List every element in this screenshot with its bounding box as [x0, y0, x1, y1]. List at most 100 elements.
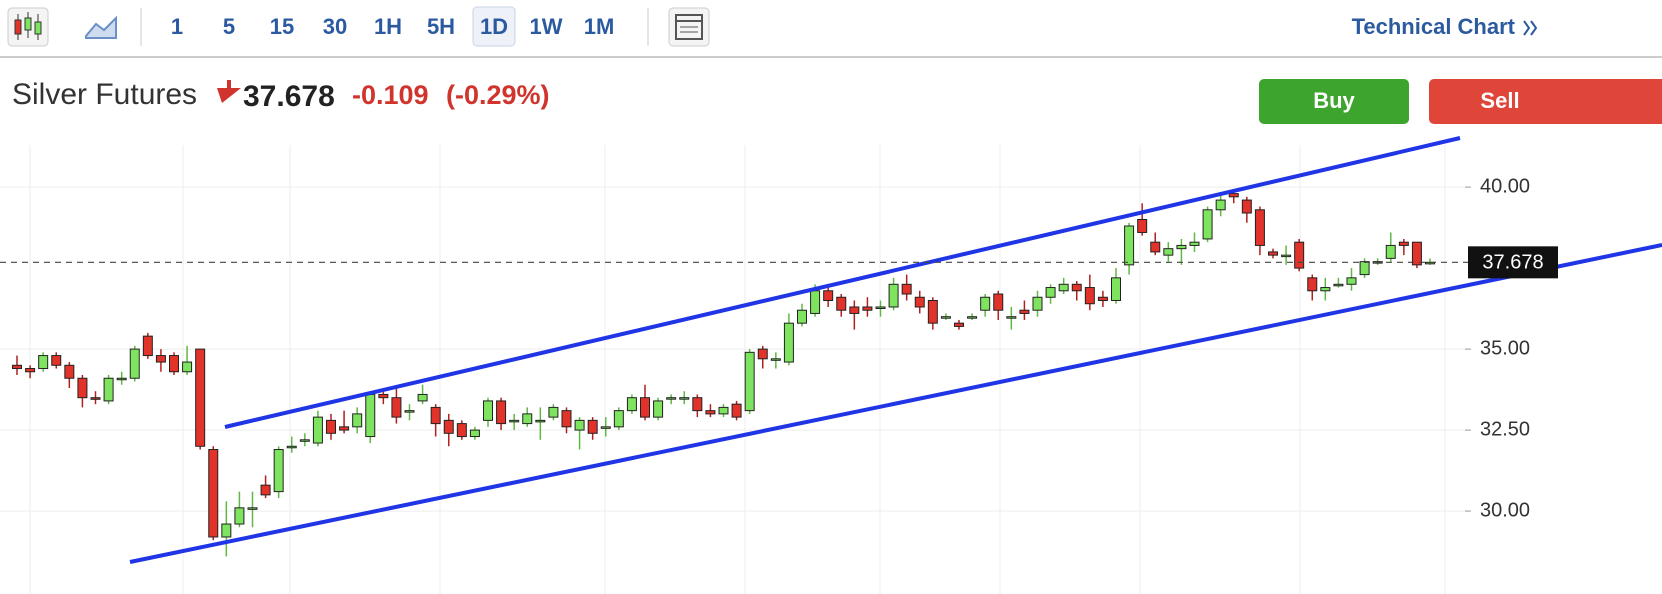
candle-body	[692, 397, 703, 412]
candle-body	[103, 377, 114, 402]
candle-icon[interactable]	[7, 7, 49, 47]
candle-body	[980, 296, 991, 311]
candle-body	[260, 484, 271, 496]
candle-body	[666, 397, 677, 400]
candle-body	[823, 290, 834, 301]
y-tick-label: 40.00	[1480, 175, 1530, 197]
candle-body	[535, 419, 546, 423]
candle-body	[1411, 241, 1422, 266]
candle-body	[1385, 244, 1396, 259]
candle-body	[25, 368, 36, 373]
interval-button[interactable]: 1M	[584, 14, 615, 39]
candle-body	[483, 400, 493, 421]
candle-body	[352, 413, 363, 428]
candle-body	[718, 406, 729, 415]
candle-body	[299, 439, 310, 442]
candle-body	[64, 364, 75, 379]
technical-chart-link[interactable]: Technical Chart	[1352, 14, 1516, 39]
interval-button[interactable]: 1	[171, 14, 183, 39]
candle-body	[1359, 261, 1370, 276]
candle-body	[1202, 209, 1213, 240]
candle-body	[1097, 296, 1108, 301]
interval-button[interactable]: 15	[270, 14, 294, 39]
candle-body	[182, 361, 193, 373]
candle-body	[208, 449, 219, 538]
candle-body	[587, 419, 598, 434]
candle-body	[875, 306, 886, 309]
channel-upper	[224, 136, 1461, 429]
buy-button[interactable]: Buy	[1259, 79, 1409, 124]
interval-button[interactable]: 1W	[530, 14, 563, 39]
candle-body	[561, 410, 572, 428]
candle-body	[600, 426, 611, 429]
candle-body	[247, 507, 258, 510]
plot: 30.00 32.50 35.00 40.00 37.678	[0, 136, 1662, 594]
candle-body	[1163, 248, 1174, 256]
candle-body	[1333, 283, 1344, 287]
candle-body	[169, 355, 179, 373]
sell-button[interactable]: Sell	[1429, 79, 1662, 124]
candle-body	[679, 397, 690, 400]
sell-label: Sell	[1480, 88, 1519, 113]
candle-body	[810, 290, 821, 314]
candle-body	[640, 397, 650, 418]
candle-body	[940, 316, 951, 319]
y-tick-label: 32.50	[1480, 418, 1530, 440]
candle-body	[1137, 219, 1148, 233]
candle-body	[954, 322, 964, 327]
candle-body	[273, 449, 284, 493]
candle-body	[443, 419, 454, 434]
candle-body	[1058, 283, 1069, 292]
candle-body	[221, 523, 232, 538]
candle-body	[862, 306, 873, 311]
candle-body	[378, 393, 389, 399]
candle-body	[1176, 244, 1187, 250]
candle-body	[731, 403, 742, 418]
area-icon[interactable]	[85, 15, 117, 39]
interval-button[interactable]: 1H	[374, 14, 402, 39]
candle-body	[417, 393, 428, 402]
candle-body	[12, 364, 22, 370]
candle-body	[365, 393, 376, 438]
candle-body	[77, 377, 88, 399]
candle-body	[1254, 209, 1265, 246]
candle-body	[496, 400, 507, 425]
candle-body	[901, 283, 912, 295]
instrument-name: Silver Futures	[12, 78, 197, 111]
candle-body	[312, 416, 323, 444]
candle-body	[90, 397, 101, 400]
candle-body	[430, 406, 441, 425]
interval-button[interactable]: 5	[223, 14, 235, 39]
interval-button[interactable]: 1D	[480, 14, 508, 39]
candle-body	[522, 413, 533, 425]
candle-body	[927, 299, 938, 324]
candle-body	[195, 348, 206, 447]
candle-body	[1071, 283, 1082, 292]
last-price-label: 37.678	[1482, 252, 1543, 274]
candle-body	[38, 355, 49, 370]
candle-body	[967, 316, 978, 319]
candle-body	[1241, 199, 1252, 214]
candle-body	[326, 419, 336, 434]
down-arrow	[217, 80, 241, 103]
candle-body	[1045, 287, 1056, 298]
candle-body	[509, 419, 520, 423]
candle-body	[1215, 199, 1226, 211]
candle-body	[404, 410, 415, 413]
link-arrow	[1523, 20, 1538, 36]
candle-body	[757, 348, 768, 360]
interval-button[interactable]: 5H	[427, 14, 455, 39]
candle-body	[1111, 277, 1121, 301]
candle-body	[456, 423, 467, 438]
layout-icon[interactable]	[668, 7, 710, 47]
candle-body	[1189, 241, 1200, 246]
candle-body	[1006, 316, 1017, 319]
candle-body	[116, 377, 127, 381]
y-tick-label: 30.00	[1480, 499, 1530, 521]
candle-body	[914, 296, 925, 308]
last-price-box	[1468, 246, 1558, 279]
interval-button[interactable]: 30	[323, 14, 347, 39]
candle-body	[129, 348, 140, 379]
